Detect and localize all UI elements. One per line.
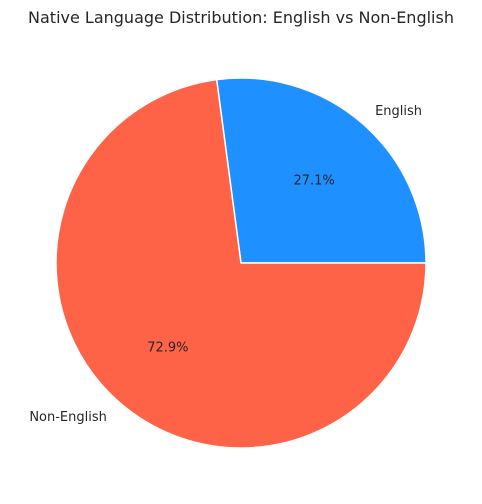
- slice-percent-label: 72.9%: [147, 340, 188, 355]
- chart-title: Native Language Distribution: English vs…: [28, 8, 454, 27]
- pie-labels: English 27.1% Non-English 72.9%: [29, 104, 422, 425]
- slice-percent-label: 27.1%: [293, 174, 334, 189]
- pie-slices: [55, 77, 427, 449]
- slice-category-label: English: [375, 104, 422, 119]
- pie-slice-non-english: [55, 78, 427, 449]
- pie-slice-english: [215, 77, 427, 264]
- slice-category-label: Non-English: [29, 410, 107, 425]
